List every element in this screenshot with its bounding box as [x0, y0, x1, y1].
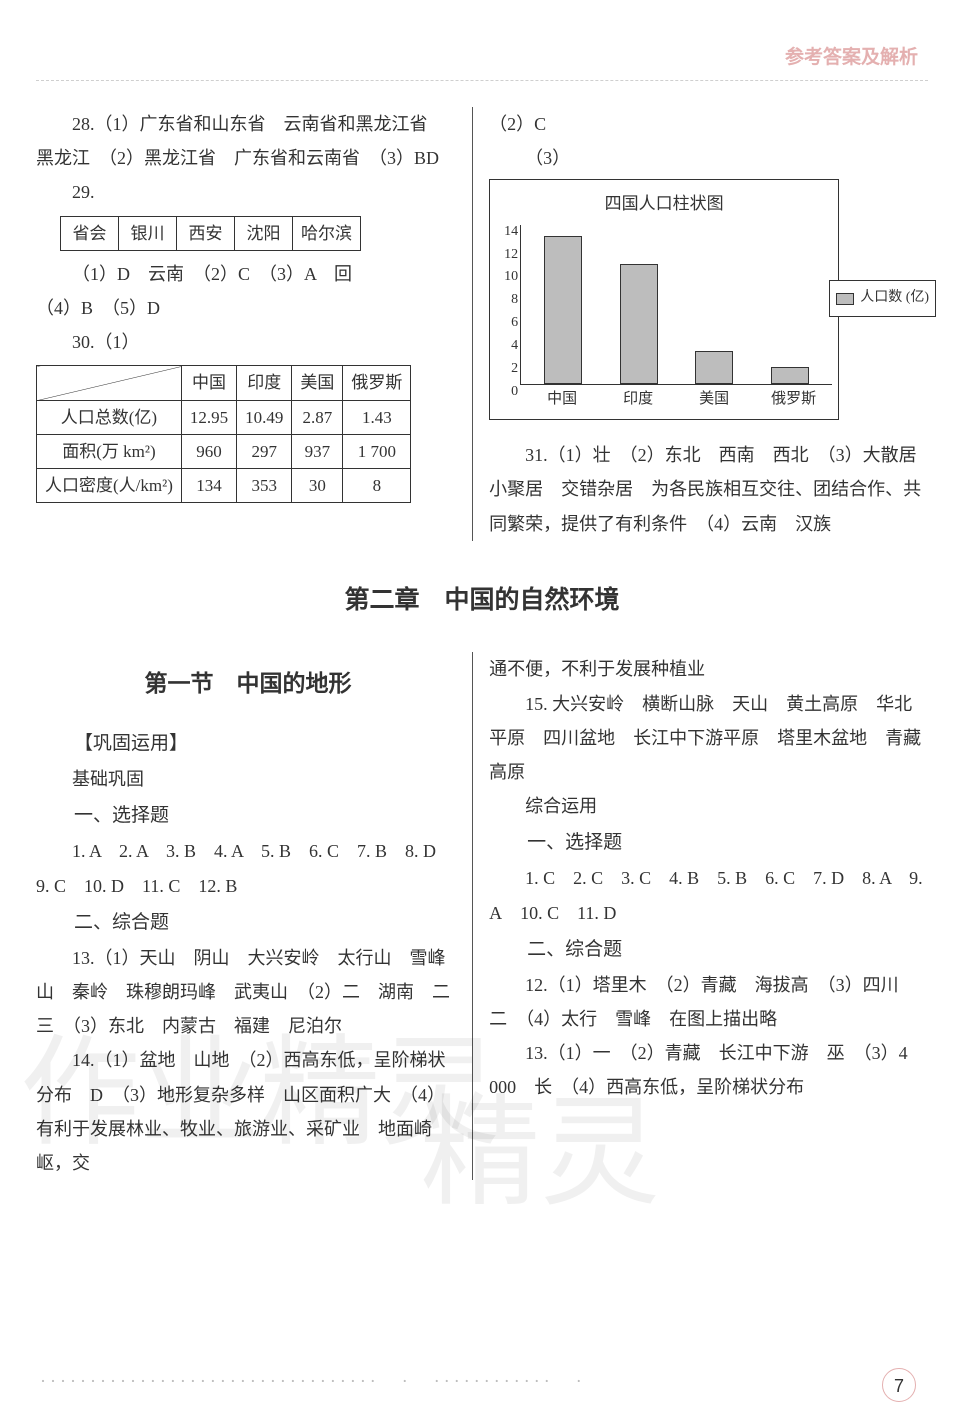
- t30-r1v3: 1 700: [343, 434, 411, 468]
- sub-zonghe-r: 二、综合题: [489, 932, 928, 968]
- q29-ans-a: （1）D 云南 （2）C （3）A 回: [36, 257, 460, 291]
- legend-text: 人口数 (亿): [860, 285, 929, 312]
- q31-text: 31.（1）壮 （2）东北 西南 西北 （3）大散居 小聚居 交错杂居 为各民族…: [489, 438, 928, 541]
- chart-bar: [695, 351, 733, 384]
- chart-legend: 人口数 (亿): [829, 280, 936, 317]
- section-title: 第一节 中国的地形: [36, 662, 460, 706]
- sub-xuanze-r: 一、选择题: [489, 825, 928, 861]
- t29-head: 省会: [61, 216, 119, 250]
- t30-r2v0: 134: [181, 468, 236, 502]
- footer-dots: ·································· · ···…: [40, 1364, 924, 1404]
- t30-col3: 俄罗斯: [343, 366, 411, 400]
- table-30: 中国 印度 美国 俄罗斯 人口总数(亿) 12.95 10.49 2.87 1.…: [36, 365, 411, 503]
- sub-zongheyunyong: 综合运用: [489, 789, 928, 823]
- t30-r1v0: 960: [181, 434, 236, 468]
- chart-y-axis: 02468101214: [496, 225, 518, 385]
- t30-r0v3: 1.43: [343, 400, 411, 434]
- t30-r0v1: 10.49: [237, 400, 292, 434]
- mc-left: 1. A 2. A 3. B 4. A 5. B 6. C 7. B 8. D …: [36, 834, 460, 902]
- chapter-title: 第二章 中国的自然环境: [36, 577, 928, 625]
- sub-gongguyunyong: 【巩固运用】: [36, 726, 460, 762]
- x-label: 中国: [543, 385, 581, 414]
- upper-block: 28.（1）广东省和山东省 云南省和黑龙江省 黑龙江 （2）黑龙江省 广东省和云…: [36, 107, 928, 541]
- t30-r1v1: 297: [237, 434, 292, 468]
- q30-2c: （2）C: [489, 107, 928, 141]
- lower-right-column: 通不便，不利于发展种植业 15. 大兴安岭 横断山脉 天山 黄土高原 华北平原 …: [473, 652, 928, 1180]
- upper-left-column: 28.（1）广东省和山东省 云南省和黑龙江省 黑龙江 （2）黑龙江省 广东省和云…: [36, 107, 473, 541]
- q14-left: 14.（1）盆地 山地 （2）西高东低，呈阶梯状分布 D （3）地形复杂多样 山…: [36, 1043, 460, 1180]
- t30-col1: 印度: [237, 366, 292, 400]
- t30-r2v3: 8: [343, 468, 411, 502]
- t29-c0: 银川: [119, 216, 177, 250]
- sub-xuanze-l: 一、选择题: [36, 798, 460, 834]
- page-header: 参考答案及解析: [36, 40, 928, 76]
- q13-left: 13.（1）天山 阴山 大兴安岭 太行山 雪峰山 秦岭 珠穆朗玛峰 武夷山 （2…: [36, 941, 460, 1044]
- x-label: 美国: [695, 385, 733, 414]
- header-divider: [36, 80, 928, 81]
- sub-zonghe-l: 二、综合题: [36, 905, 460, 941]
- x-label: 印度: [619, 385, 657, 414]
- t29-c2: 沈阳: [235, 216, 293, 250]
- sub-jichu: 基础巩固: [36, 762, 460, 796]
- t30-col2: 美国: [292, 366, 343, 400]
- chart-area: 02468101214: [496, 225, 832, 385]
- t30-diag: [37, 366, 182, 400]
- q28-text: 28.（1）广东省和山东省 云南省和黑龙江省 黑龙江 （2）黑龙江省 广东省和云…: [36, 107, 460, 175]
- chart-plot: [520, 225, 832, 385]
- q29-label: 29.: [36, 175, 460, 209]
- t30-r0h: 人口总数(亿): [37, 400, 182, 434]
- chart-x-labels: 中国 印度 美国 俄罗斯: [520, 385, 832, 414]
- chart-title: 四国人口柱状图: [496, 188, 832, 220]
- mc-right: 1. C 2. C 3. C 4. B 5. B 6. C 7. D 8. A …: [489, 861, 928, 929]
- chart-bar: [620, 264, 658, 384]
- t30-col0: 中国: [181, 366, 236, 400]
- x-label: 俄罗斯: [771, 385, 809, 414]
- t29-c1: 西安: [177, 216, 235, 250]
- t30-r0v0: 12.95: [181, 400, 236, 434]
- q12-right: 12.（1）塔里木 （2）青藏 海拔高 （3）四川 二 （4）太行 雪峰 在图上…: [489, 968, 928, 1036]
- q29-ans-b: （4）B （5）D: [36, 291, 460, 325]
- q14-cont: 通不便，不利于发展种植业: [489, 652, 928, 686]
- t30-r2v2: 30: [292, 468, 343, 502]
- lower-left-column: 第一节 中国的地形 【巩固运用】 基础巩固 一、选择题 1. A 2. A 3.…: [36, 652, 473, 1180]
- t30-r2h: 人口密度(人/km²): [37, 468, 182, 502]
- t30-r0v2: 2.87: [292, 400, 343, 434]
- q30-label: 30.（1）: [36, 325, 460, 359]
- chart-bar: [771, 367, 809, 383]
- q30-3: （3）: [489, 141, 928, 175]
- chart-bar: [544, 236, 582, 384]
- population-chart: 四国人口柱状图 02468101214 中国印度美国俄罗斯 人口数 (亿): [489, 179, 839, 420]
- lower-block: 第一节 中国的地形 【巩固运用】 基础巩固 一、选择题 1. A 2. A 3.…: [36, 652, 928, 1180]
- q15-right: 15. 大兴安岭 横断山脉 天山 黄土高原 华北平原 四川盆地 长江中下游平原 …: [489, 687, 928, 790]
- table-29: 省会 银川 西安 沈阳 哈尔滨: [60, 216, 361, 251]
- t30-r1h: 面积(万 km²): [37, 434, 182, 468]
- t29-c3: 哈尔滨: [293, 216, 361, 250]
- t30-r1v2: 937: [292, 434, 343, 468]
- t30-r2v1: 353: [237, 468, 292, 502]
- page-number: 7: [882, 1368, 916, 1402]
- q13-right: 13.（1）一 （2）青藏 长江中下游 巫 （3）4 000 长 （4）西高东低…: [489, 1036, 928, 1104]
- upper-right-column: （2）C （3） 四国人口柱状图 02468101214 中国 印度 美国 俄罗斯 人…: [473, 107, 928, 541]
- legend-swatch: [836, 293, 854, 305]
